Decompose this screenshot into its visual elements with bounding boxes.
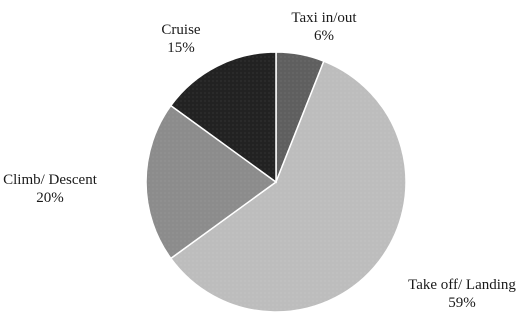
slice-texture-overlay <box>170 61 407 313</box>
slice-category-label: Take off/ Landing <box>408 277 516 293</box>
slice-percent-label: 20% <box>36 190 64 206</box>
slice-label: Take off/ Landing 59% <box>408 277 516 311</box>
slice-label: Climb/ Descent 20% <box>3 172 98 206</box>
slice-category-label: Taxi in/out <box>291 10 357 26</box>
slice-labels: Taxi in/out 6% Take off/ Landing 59% Climb/ … <box>3 10 516 311</box>
slice-label: Cruise 15% <box>161 22 201 56</box>
slice-texture-overlay <box>276 52 324 182</box>
slice-percent-label: 15% <box>167 40 195 56</box>
slice-category-label: Climb/ Descent <box>3 172 98 188</box>
slice-label: Taxi in/out 6% <box>291 10 357 44</box>
slice-texture-overlay <box>170 52 276 182</box>
slice-texture <box>146 52 407 313</box>
slice-percent-label: 6% <box>314 28 334 44</box>
slice-percent-label: 59% <box>448 295 476 311</box>
slice-texture-overlay <box>146 105 276 259</box>
slice-category-label: Cruise <box>161 22 201 38</box>
